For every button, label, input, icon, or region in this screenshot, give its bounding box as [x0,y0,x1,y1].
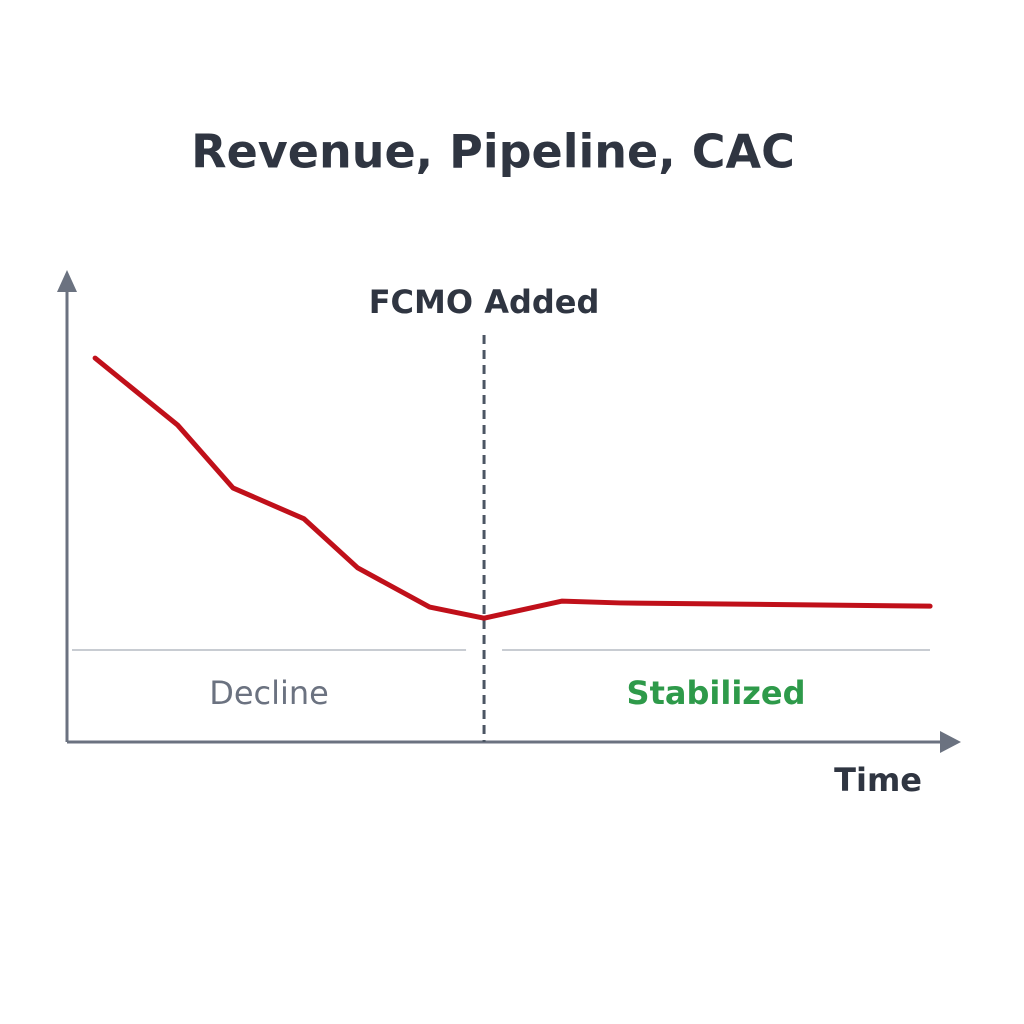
region-label: Decline [209,674,329,712]
y-axis-arrow [57,270,77,292]
chart-title: Revenue, Pipeline, CAC [191,125,795,179]
annotation-label: FCMO Added [369,283,600,321]
x-axis-arrow [940,731,961,753]
region-label: Stabilized [627,674,806,712]
line-series [92,355,933,621]
x-axis-label: Time [834,761,922,799]
